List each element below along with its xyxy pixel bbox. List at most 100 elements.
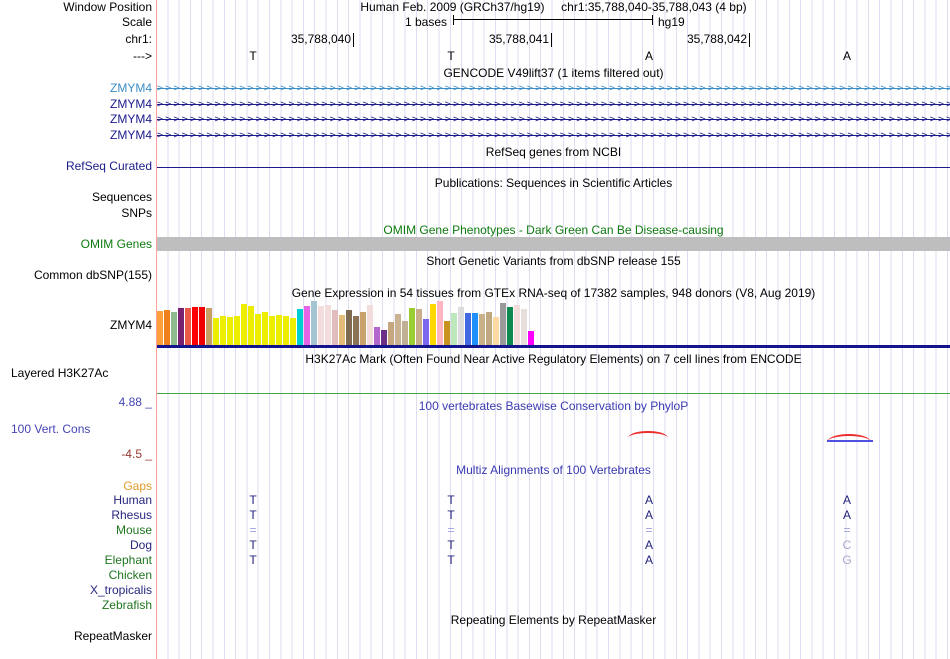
scale-label: Scale <box>121 15 152 29</box>
gtex-tissue-bar <box>388 322 394 345</box>
publications-track-title[interactable]: Publications: Sequences in Scientific Ar… <box>434 176 673 190</box>
multiz-species-label-elephant[interactable]: Elephant <box>104 553 152 567</box>
label-separator-line <box>156 0 157 659</box>
gtex-tissue-bar <box>269 316 275 345</box>
coordinate: 35,788,040 <box>290 32 351 46</box>
alignment-base: G <box>842 553 852 567</box>
gene-model-arrows[interactable]: >>>>>>>>>>>>>>>>>>>>>>>>>>>>>>>>>>>>>>>>… <box>157 129 950 142</box>
alignment-base: = <box>249 523 257 537</box>
gtex-tissue-bar <box>353 316 359 345</box>
layered-h3k27ac-label[interactable]: Layered H3K27Ac <box>11 366 109 380</box>
gtex-barchart[interactable] <box>157 301 950 345</box>
gtex-tissue-bar <box>318 306 324 345</box>
gtex-tissue-bar <box>297 309 303 345</box>
gtex-tissue-bar <box>465 313 471 345</box>
alignment-base: T <box>249 508 257 522</box>
genome-version: hg19 <box>658 15 685 29</box>
gtex-tissue-bar <box>213 318 219 345</box>
h3k27ac-baseline <box>157 393 950 394</box>
gtex-tissue-bar <box>500 303 506 345</box>
alignment-base: T <box>249 538 257 552</box>
alignment-base: A <box>644 553 653 567</box>
multiz-track-title[interactable]: Multiz Alignments of 100 Vertebrates <box>456 463 651 477</box>
window-position-label: Window Position <box>63 0 152 14</box>
omim-track-title[interactable]: OMIM Gene Phenotypes - Dark Green Can Be… <box>383 223 724 237</box>
gtex-tissue-bar <box>472 313 478 345</box>
gene-label-zmym4[interactable]: ZMYM4 <box>110 112 152 126</box>
base-letter: A <box>842 49 851 63</box>
refseq-gene-line[interactable] <box>157 167 950 168</box>
coordinate-tick <box>353 33 354 47</box>
gtex-tissue-bar <box>402 321 408 345</box>
refseq-curated-label[interactable]: RefSeq Curated <box>65 159 152 173</box>
coordinate: 35,788,042 <box>686 32 747 46</box>
gtex-tissue-bar <box>346 310 352 345</box>
gtex-tissue-bar <box>192 307 198 345</box>
gtex-tissue-bar <box>248 306 254 345</box>
dbsnp-track-title[interactable]: Short Genetic Variants from dbSNP releas… <box>426 254 681 268</box>
conservation-arc <box>628 431 668 438</box>
repeatmasker-label[interactable]: RepeatMasker <box>73 629 152 643</box>
phylop-track-label[interactable]: 100 Vert. Cons <box>11 422 91 436</box>
gtex-tissue-bar <box>325 305 331 345</box>
alignment-base: T <box>447 553 455 567</box>
gtex-tissue-bar <box>171 312 177 345</box>
alignment-base: = <box>843 523 851 537</box>
multiz-species-label-human[interactable]: Human <box>113 493 152 507</box>
gtex-tissue-bar <box>444 321 450 345</box>
alignment-base: A <box>644 538 653 552</box>
common-dbsnp-label[interactable]: Common dbSNP(155) <box>33 268 152 282</box>
gene-model-arrows[interactable]: >>>>>>>>>>>>>>>>>>>>>>>>>>>>>>>>>>>>>>>>… <box>157 82 950 95</box>
multiz-species-label-x_tropicalis[interactable]: X_tropicalis <box>89 583 152 597</box>
alignment-base: T <box>249 553 257 567</box>
alignment-base: A <box>644 508 653 522</box>
sequences-label[interactable]: Sequences <box>91 190 152 204</box>
repeatmasker-track-title[interactable]: Repeating Elements by RepeatMasker <box>450 613 657 627</box>
alignment-base: A <box>842 493 851 507</box>
alignment-base: T <box>447 493 455 507</box>
gtex-tissue-bar <box>360 312 366 345</box>
multiz-species-label-gaps[interactable]: Gaps <box>123 479 152 493</box>
h3k27ac-track-title[interactable]: H3K27Ac Mark (Often Found Near Active Re… <box>305 352 802 366</box>
multiz-species-label-zebrafish[interactable]: Zebrafish <box>101 598 152 612</box>
gene-label-zmym4[interactable]: ZMYM4 <box>110 97 152 111</box>
snps-label[interactable]: SNPs <box>121 206 152 220</box>
gtex-track-title[interactable]: Gene Expression in 54 tissues from GTEx … <box>291 286 816 300</box>
alignment-base: = <box>447 523 455 537</box>
multiz-species-label-dog[interactable]: Dog <box>129 538 152 552</box>
gtex-tissue-bar <box>255 314 261 345</box>
gtex-tissue-bar <box>374 327 380 345</box>
gtex-tissue-bar <box>486 312 492 345</box>
gene-label-zmym4[interactable]: ZMYM4 <box>110 128 152 142</box>
refseq-track-title[interactable]: RefSeq genes from NCBI <box>485 145 622 159</box>
conservation-arc <box>827 434 871 442</box>
gtex-tissue-bar <box>367 305 373 345</box>
gtex-tissue-bar <box>290 318 296 345</box>
gtex-gene-label[interactable]: ZMYM4 <box>110 318 152 332</box>
gtex-tissue-bar <box>479 314 485 345</box>
gtex-tissue-bar <box>199 307 205 345</box>
omim-genes-label[interactable]: OMIM Genes <box>80 237 152 251</box>
gtex-tissue-bar <box>206 308 212 345</box>
alignment-base: T <box>249 493 257 507</box>
gene-model-arrows[interactable]: >>>>>>>>>>>>>>>>>>>>>>>>>>>>>>>>>>>>>>>>… <box>157 98 950 111</box>
alignment-base: C <box>842 538 852 552</box>
multiz-species-label-rhesus[interactable]: Rhesus <box>111 508 152 522</box>
position-text: chr1:35,788,040-35,788,043 (4 bp) <box>561 0 747 14</box>
gtex-tissue-bar <box>493 317 499 345</box>
gtex-tissue-bar <box>220 316 226 345</box>
phylop-track-title[interactable]: 100 vertebrates Basewise Conservation by… <box>418 399 689 413</box>
gencode-track-title[interactable]: GENCODE V49lift37 (1 items filtered out) <box>443 66 664 80</box>
alignment-base: A <box>842 508 851 522</box>
multiz-species-label-chicken[interactable]: Chicken <box>108 568 152 582</box>
chrom-label: chr1: <box>125 32 152 46</box>
omim-gene-bar[interactable] <box>157 237 950 251</box>
gene-model-arrows[interactable]: >>>>>>>>>>>>>>>>>>>>>>>>>>>>>>>>>>>>>>>>… <box>157 113 950 126</box>
gene-label-zmym4[interactable]: ZMYM4 <box>110 81 152 95</box>
multiz-species-label-mouse[interactable]: Mouse <box>115 523 152 537</box>
gtex-tissue-bar <box>304 306 310 345</box>
gtex-tissue-bar <box>430 304 436 345</box>
window-position-value: Human Feb. 2009 (GRCh37/hg19) chr1:35,78… <box>157 1 950 14</box>
gtex-tissue-bar <box>381 330 387 345</box>
